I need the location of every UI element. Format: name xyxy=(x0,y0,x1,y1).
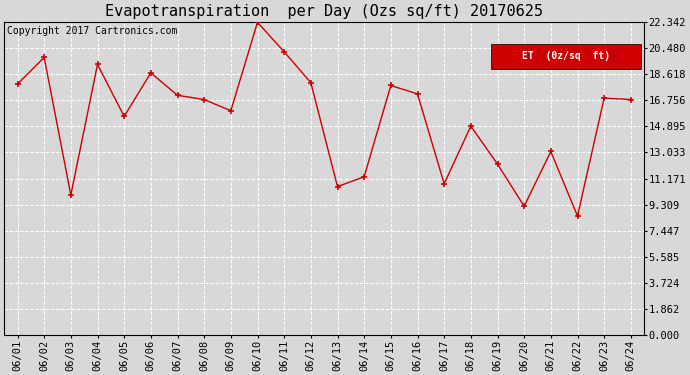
Text: Copyright 2017 Cartronics.com: Copyright 2017 Cartronics.com xyxy=(8,26,178,36)
Title: Evapotranspiration  per Day (Ozs sq/ft) 20170625: Evapotranspiration per Day (Ozs sq/ft) 2… xyxy=(105,4,543,19)
FancyBboxPatch shape xyxy=(491,44,641,69)
Text: ET  (0z/sq  ft): ET (0z/sq ft) xyxy=(522,51,610,61)
